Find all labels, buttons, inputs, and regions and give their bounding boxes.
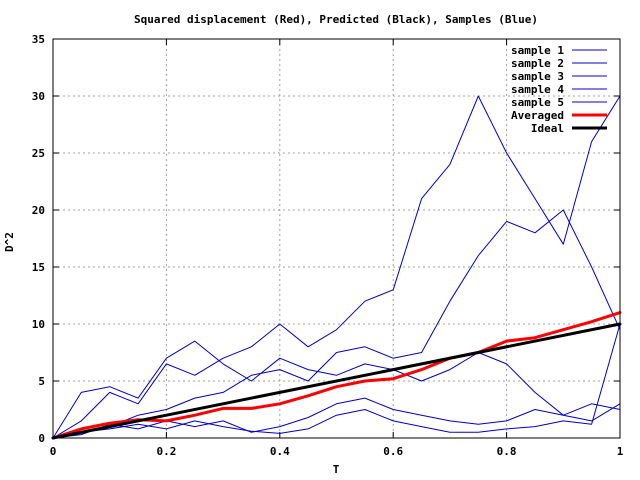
legend-label-ideal: Ideal bbox=[531, 122, 564, 135]
x-tick-label: 1 bbox=[617, 445, 624, 458]
series-line-ideal bbox=[51, 322, 622, 440]
y-tick-label: 15 bbox=[32, 261, 45, 274]
series-line-sample-5 bbox=[52, 323, 621, 439]
legend-label-sample-3: sample 3 bbox=[511, 70, 564, 83]
y-axis-label: D^2 bbox=[3, 232, 16, 252]
y-tick-label: 10 bbox=[32, 318, 45, 331]
legend-label-averaged: Averaged bbox=[511, 109, 564, 122]
series-layer bbox=[51, 95, 622, 440]
series-line-sample-3 bbox=[52, 340, 621, 439]
y-tick-label: 25 bbox=[32, 147, 45, 160]
x-axis-label: T bbox=[333, 463, 340, 476]
legend-label-sample-2: sample 2 bbox=[511, 57, 564, 70]
series-line-sample-2 bbox=[52, 209, 621, 439]
plot-frame bbox=[52, 38, 621, 439]
x-tick-label: 0.6 bbox=[383, 445, 403, 458]
legend-label-sample-5: sample 5 bbox=[511, 96, 564, 109]
x-tick-label: 0 bbox=[50, 445, 57, 458]
y-tick-label: 5 bbox=[38, 375, 45, 388]
series-line-sample-1 bbox=[52, 95, 621, 439]
y-tick-label: 0 bbox=[38, 432, 45, 445]
legend-label-sample-1: sample 1 bbox=[511, 44, 564, 57]
y-tick-label: 30 bbox=[32, 90, 45, 103]
chart-title: Squared displacement (Red), Predicted (B… bbox=[134, 13, 538, 26]
y-tick-label: 35 bbox=[32, 33, 45, 46]
x-tick-label: 0.4 bbox=[270, 445, 290, 458]
legend-label-sample-4: sample 4 bbox=[511, 83, 564, 96]
x-tick-label: 0.8 bbox=[497, 445, 517, 458]
y-tick-label: 20 bbox=[32, 204, 45, 217]
x-tick-label: 0.2 bbox=[156, 445, 176, 458]
grid-layer bbox=[53, 39, 620, 438]
